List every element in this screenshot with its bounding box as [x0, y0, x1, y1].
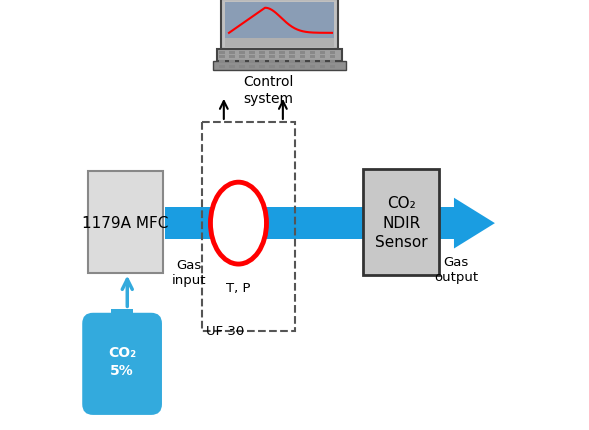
Bar: [229, 56, 235, 59]
Bar: [320, 66, 325, 69]
Bar: [289, 66, 295, 69]
Bar: [320, 56, 325, 59]
Bar: [229, 61, 235, 64]
FancyBboxPatch shape: [217, 50, 342, 62]
FancyBboxPatch shape: [224, 3, 334, 40]
Bar: [239, 66, 245, 69]
FancyBboxPatch shape: [82, 313, 162, 415]
Bar: [219, 66, 224, 69]
Bar: [279, 52, 285, 55]
Bar: [229, 66, 235, 69]
Bar: [269, 66, 275, 69]
Bar: [249, 56, 255, 59]
Bar: [310, 66, 315, 69]
Bar: [229, 52, 235, 55]
Bar: [219, 61, 224, 64]
Text: Control
system: Control system: [243, 75, 294, 105]
Bar: [219, 52, 224, 55]
Text: T, P: T, P: [226, 282, 251, 295]
Bar: [239, 61, 245, 64]
Bar: [300, 61, 305, 64]
Bar: [269, 61, 275, 64]
Bar: [320, 52, 325, 55]
Bar: [330, 56, 335, 59]
Ellipse shape: [210, 183, 266, 264]
Bar: [289, 61, 295, 64]
Bar: [213, 62, 346, 71]
Bar: [279, 56, 285, 59]
Bar: [259, 56, 265, 59]
Bar: [219, 56, 224, 59]
Bar: [289, 56, 295, 59]
Bar: [249, 52, 255, 55]
Bar: [310, 61, 315, 64]
Bar: [279, 66, 285, 69]
Bar: [111, 310, 133, 329]
Bar: [330, 61, 335, 64]
Polygon shape: [454, 198, 495, 249]
Bar: [289, 52, 295, 55]
Bar: [300, 66, 305, 69]
Bar: [300, 52, 305, 55]
Bar: [249, 61, 255, 64]
FancyBboxPatch shape: [363, 170, 439, 275]
Bar: [224, 40, 334, 48]
FancyBboxPatch shape: [88, 172, 163, 273]
Text: Gas
output: Gas output: [434, 256, 478, 284]
Text: UF 30: UF 30: [206, 325, 244, 338]
Bar: [310, 52, 315, 55]
Bar: [239, 56, 245, 59]
Bar: [259, 66, 265, 69]
Bar: [259, 52, 265, 55]
Bar: [300, 56, 305, 59]
Bar: [310, 56, 315, 59]
Bar: [239, 52, 245, 55]
Text: CO₂
NDIR
Sensor: CO₂ NDIR Sensor: [375, 195, 428, 250]
Text: 1179A MFC: 1179A MFC: [82, 215, 168, 230]
Text: Gas
input: Gas input: [171, 258, 206, 286]
Bar: [269, 56, 275, 59]
Bar: [320, 61, 325, 64]
Bar: [269, 52, 275, 55]
Bar: [330, 66, 335, 69]
Bar: [330, 52, 335, 55]
Bar: [279, 61, 285, 64]
Bar: [259, 61, 265, 64]
Text: CO₂
5%: CO₂ 5%: [108, 346, 136, 377]
FancyBboxPatch shape: [221, 0, 337, 50]
Bar: [165, 207, 454, 240]
Bar: [249, 66, 255, 69]
